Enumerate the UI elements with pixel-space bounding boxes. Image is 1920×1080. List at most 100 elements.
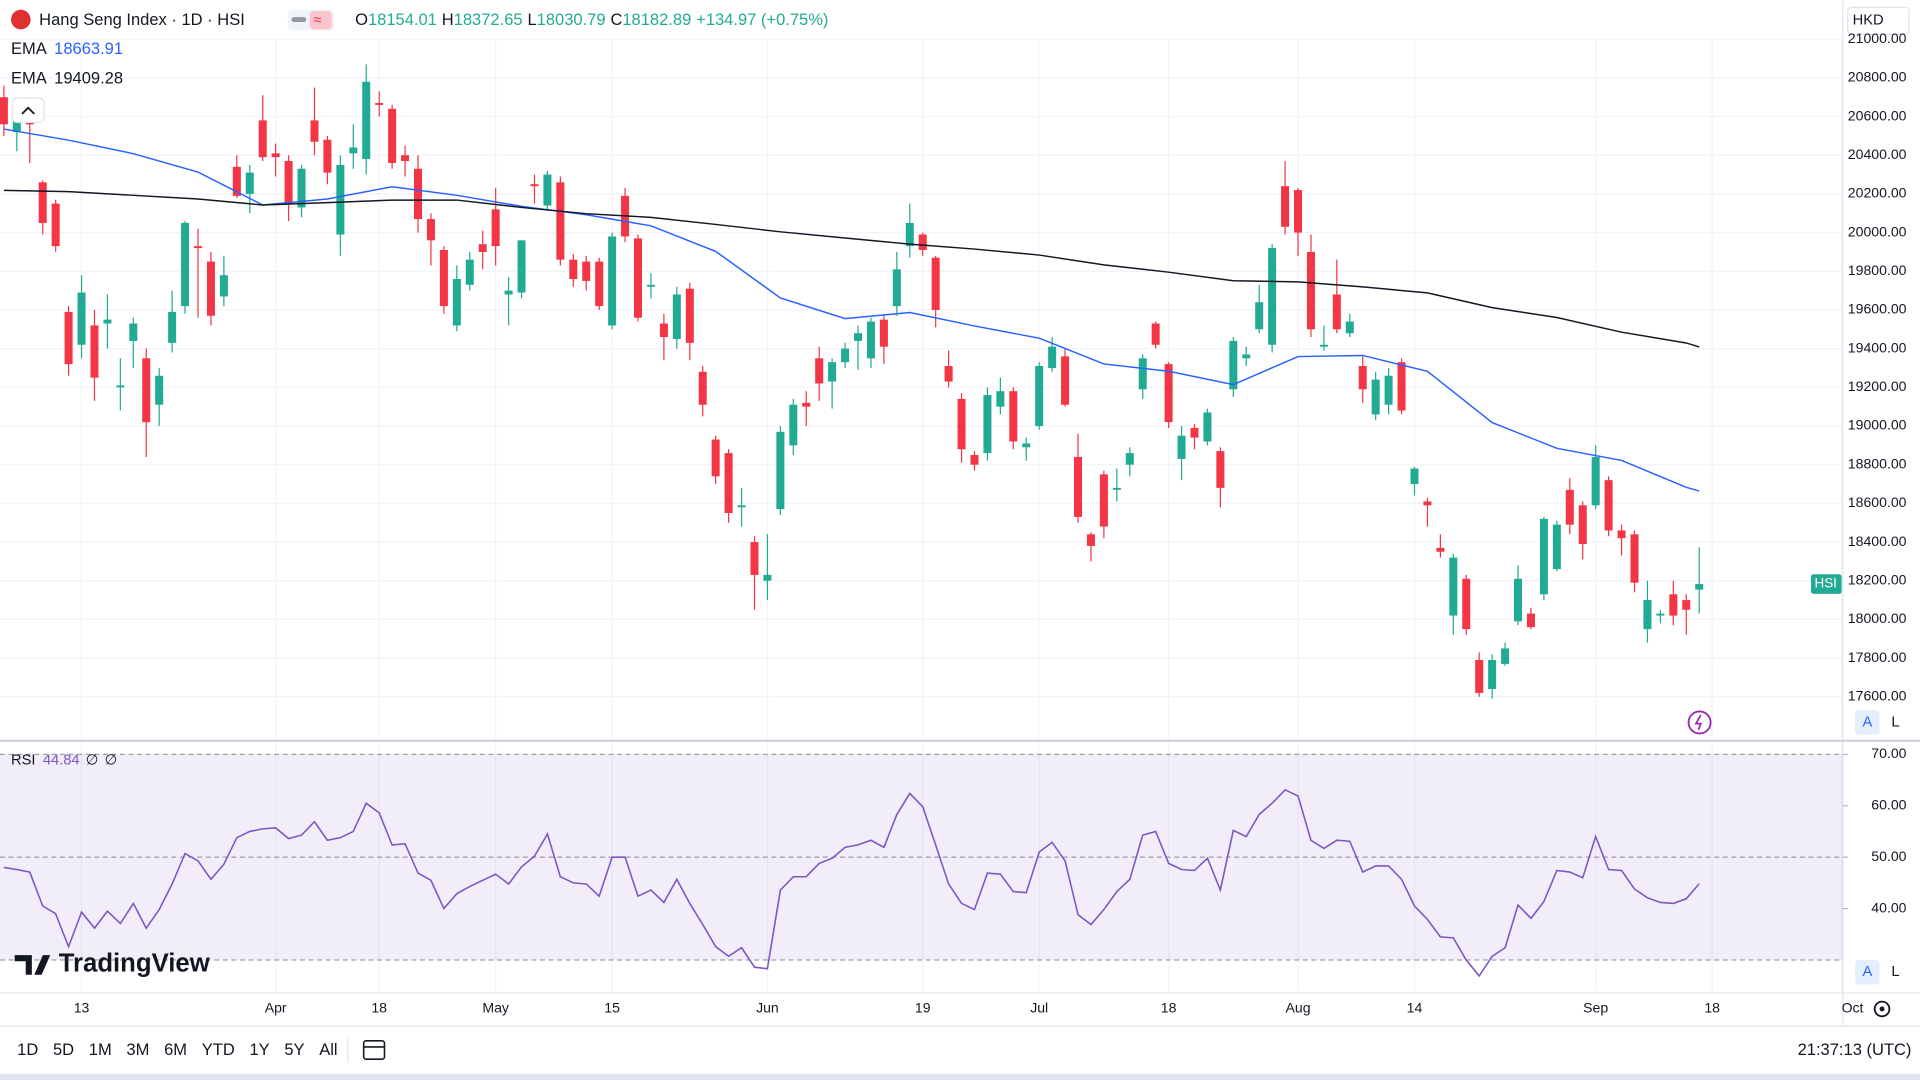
candle-body bbox=[789, 404, 798, 446]
candle-body bbox=[854, 333, 863, 341]
x-tick-label: Sep bbox=[1583, 1000, 1608, 1016]
candle-body bbox=[698, 371, 707, 405]
range-button[interactable]: 1D bbox=[17, 1040, 38, 1059]
range-button[interactable]: All bbox=[319, 1040, 337, 1059]
y-tick-label: 20600.00 bbox=[1848, 107, 1907, 123]
settings-icon[interactable] bbox=[1873, 1000, 1891, 1018]
candle-body bbox=[77, 292, 86, 345]
candle-body bbox=[828, 362, 837, 382]
ema-line bbox=[3, 128, 1700, 492]
last-price-tag bbox=[1811, 574, 1842, 594]
candle-body bbox=[1099, 474, 1108, 527]
candle-body bbox=[90, 325, 99, 378]
toolbar: 1D 5D 1M 3M 6M YTD 1Y 5Y All bbox=[17, 1040, 337, 1059]
indicator-param: ∅ bbox=[105, 752, 118, 768]
candle-body bbox=[1578, 505, 1587, 544]
alert-icon[interactable] bbox=[1687, 710, 1712, 735]
auto-scale-button[interactable] bbox=[1855, 960, 1880, 985]
symbol-title[interactable]: Hang Seng Index · 1D · HSI bbox=[39, 10, 245, 29]
auto-scale-button[interactable] bbox=[1855, 710, 1880, 735]
candle-body bbox=[1086, 534, 1095, 546]
candle-body bbox=[1384, 375, 1393, 405]
button-label[interactable]: L bbox=[1891, 714, 1899, 730]
candle-body bbox=[595, 261, 604, 307]
candle-body bbox=[1061, 356, 1070, 405]
x-tick-label: 18 bbox=[371, 1000, 387, 1016]
candle-body bbox=[452, 279, 461, 326]
candle-body bbox=[815, 358, 824, 384]
candle-body bbox=[0, 97, 8, 125]
candle-body bbox=[1190, 427, 1199, 438]
logo-text: TradingView bbox=[59, 950, 211, 978]
icon bbox=[21, 106, 35, 115]
date-range-icon[interactable] bbox=[362, 1040, 386, 1060]
range-button[interactable]: 3M bbox=[126, 1040, 149, 1059]
candle-body bbox=[1669, 594, 1678, 616]
x-tick-label: Apr bbox=[265, 1000, 287, 1016]
range-button[interactable]: 5D bbox=[53, 1040, 74, 1059]
y-tick-label: 18600.00 bbox=[1848, 494, 1907, 510]
candle-body bbox=[401, 155, 410, 162]
range-button[interactable]: 1Y bbox=[249, 1040, 269, 1059]
candle-body bbox=[1255, 302, 1264, 330]
candle-body bbox=[1177, 435, 1186, 459]
range-button[interactable]: 1M bbox=[89, 1040, 112, 1059]
currency-button[interactable] bbox=[1847, 6, 1910, 35]
y-tick-label: 70.00 bbox=[1871, 745, 1906, 761]
candle-body bbox=[582, 261, 591, 281]
ohlc-value: 18154.01 bbox=[368, 10, 437, 29]
indicator-name: EMA bbox=[11, 69, 47, 88]
candle-body bbox=[504, 290, 513, 295]
candle-body bbox=[1462, 578, 1471, 630]
candle-body bbox=[1591, 456, 1600, 506]
candle-body bbox=[232, 166, 241, 196]
indicator-name: EMA bbox=[11, 40, 47, 59]
x-tick-label: 18 bbox=[1161, 1000, 1177, 1016]
candle-body bbox=[1345, 321, 1354, 334]
candle-body bbox=[1514, 578, 1523, 622]
candle-body bbox=[1151, 323, 1160, 345]
candle-body bbox=[375, 103, 384, 105]
currency: HKD bbox=[1853, 13, 1884, 29]
candle-body bbox=[1371, 379, 1380, 415]
candle-body bbox=[1397, 362, 1406, 411]
ohlc-value: 18372.65 bbox=[454, 10, 523, 29]
candle-body bbox=[1617, 530, 1626, 539]
candle-body bbox=[181, 222, 190, 307]
range-button[interactable]: YTD bbox=[202, 1040, 235, 1059]
ema-legend: EMA 19409.28 bbox=[11, 69, 123, 88]
clock: 21:37:13 (UTC) bbox=[1798, 1040, 1912, 1059]
logo-icon bbox=[14, 955, 51, 975]
candle-body bbox=[465, 259, 474, 285]
candle-body bbox=[543, 174, 552, 206]
collapse-button[interactable] bbox=[11, 97, 45, 124]
x-tick-label: 13 bbox=[74, 1000, 90, 1016]
candle-body bbox=[155, 375, 164, 405]
rsi-legend: RSI 44.84 ∅ ∅ bbox=[11, 752, 117, 768]
candle-body bbox=[349, 147, 358, 154]
candle-body bbox=[1229, 340, 1238, 390]
candle-body bbox=[1022, 443, 1031, 448]
change: +134.97 (+0.75%) bbox=[696, 10, 828, 29]
candle-body bbox=[64, 311, 73, 365]
bottom-strip bbox=[0, 1073, 1920, 1080]
candle-body bbox=[258, 120, 267, 158]
candle-body bbox=[1436, 547, 1445, 552]
candle-body bbox=[245, 172, 254, 194]
range-button[interactable]: 6M bbox=[164, 1040, 187, 1059]
y-tick-label: 19800.00 bbox=[1848, 262, 1907, 278]
candle-body bbox=[439, 250, 448, 307]
ohlc-value: 18030.79 bbox=[537, 10, 606, 29]
candle-body bbox=[556, 182, 565, 260]
scale-buttons: A L A L bbox=[1855, 710, 1900, 985]
x-tick-label: Aug bbox=[1285, 1000, 1310, 1016]
ohlc-value: 18182.89 bbox=[622, 10, 691, 29]
ohlc-key: O bbox=[355, 10, 368, 29]
button-label[interactable]: L bbox=[1891, 964, 1899, 980]
candle-body bbox=[892, 269, 901, 307]
candle-body bbox=[1009, 391, 1018, 442]
candle-body bbox=[297, 168, 306, 208]
range-button[interactable]: 5Y bbox=[284, 1040, 304, 1059]
candle-body bbox=[168, 311, 177, 343]
